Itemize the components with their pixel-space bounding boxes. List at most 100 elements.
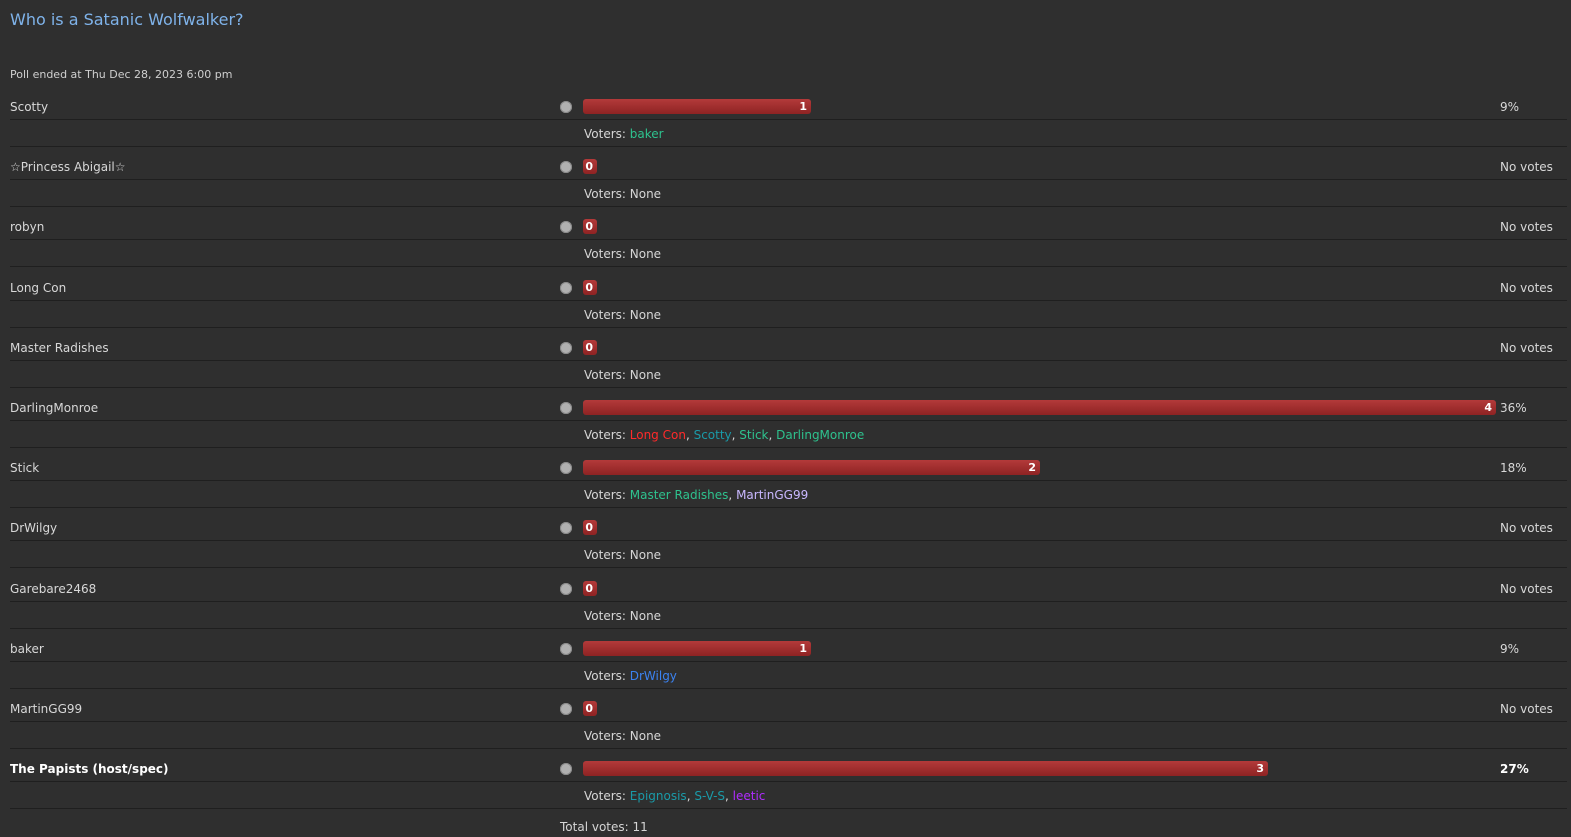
voter-link[interactable]: leetic	[732, 789, 766, 803]
voter-link[interactable]: S-V-S	[694, 789, 726, 803]
poll-option-percent: No votes	[1500, 281, 1553, 295]
poll-option: Garebare2468 0 No votes Voters: None	[0, 579, 1571, 639]
poll-vote-bar: 0	[583, 340, 597, 355]
poll-option-label: ☆Princess Abigail☆	[10, 160, 126, 174]
poll-option-label: DrWilgy	[10, 521, 58, 535]
voters-label: Voters:	[584, 669, 630, 683]
poll-option: DarlingMonroe 4 36% Voters: Long Con, Scott…	[0, 398, 1571, 458]
voter-link[interactable]: DarlingMonroe	[776, 428, 865, 442]
poll-option-percent: 9%	[1500, 642, 1520, 656]
divider	[10, 420, 1567, 421]
poll-vote-bar: 1	[583, 641, 811, 656]
voters-none: None	[629, 729, 662, 743]
divider	[10, 688, 1567, 689]
poll-option-voters: Voters: None	[584, 365, 661, 385]
divider	[10, 266, 1567, 267]
poll-option: DrWilgy 0 No votes Voters: None	[0, 518, 1571, 578]
poll-option-percent: 9%	[1500, 100, 1520, 114]
divider	[10, 119, 1567, 120]
poll-vote-bar: 0	[583, 159, 597, 174]
poll-option-radio[interactable]	[560, 643, 572, 655]
poll-option: Master Radishes 0 No votes Voters: None	[0, 338, 1571, 398]
voters-label: Voters:	[584, 428, 630, 442]
poll-option-radio[interactable]	[560, 522, 572, 534]
divider	[10, 239, 1567, 240]
poll-option-percent: No votes	[1500, 220, 1553, 234]
total-votes: Total votes: 11	[560, 820, 648, 834]
voter-link[interactable]: Scotty	[693, 428, 732, 442]
poll-title[interactable]: Who is a Satanic Wolfwalker?	[10, 10, 244, 29]
poll-option-percent: 27%	[1500, 762, 1529, 776]
voters-label: Voters:	[584, 789, 630, 803]
divider	[10, 628, 1567, 629]
poll-option-radio[interactable]	[560, 161, 572, 173]
poll-option-voters: Voters: None	[584, 606, 661, 626]
poll-option-label: Master Radishes	[10, 341, 109, 355]
poll-option: baker 1 9% Voters: DrWilgy	[0, 639, 1571, 699]
poll-option-radio[interactable]	[560, 763, 572, 775]
voter-link[interactable]: baker	[629, 127, 664, 141]
poll-option-radio[interactable]	[560, 221, 572, 233]
poll-option-voters: Voters: None	[584, 184, 661, 204]
poll-option-voters: Voters: Master Radishes, MartinGG99	[584, 485, 808, 505]
poll-option-radio[interactable]	[560, 462, 572, 474]
voters-label: Voters:	[584, 127, 630, 141]
divider	[10, 146, 1567, 147]
voter-link[interactable]: Long Con	[629, 428, 686, 442]
divider	[10, 540, 1567, 541]
voter-separator: ,	[685, 428, 694, 442]
voters-label: Voters:	[584, 247, 630, 261]
poll-vote-bar: 4	[583, 400, 1496, 415]
poll-option-voters: Voters: baker	[584, 124, 664, 144]
poll-option-label: MartinGG99	[10, 702, 83, 716]
voters-none: None	[629, 187, 662, 201]
poll-option-voters: Voters: None	[584, 726, 661, 746]
divider	[10, 327, 1567, 328]
poll-ended-text: Poll ended at Thu Dec 28, 2023 6:00 pm	[10, 68, 233, 81]
voters-none: None	[629, 368, 662, 382]
poll-option-radio[interactable]	[560, 342, 572, 354]
poll-option-voters: Voters: None	[584, 244, 661, 264]
poll-option-voters: Voters: None	[584, 545, 661, 565]
divider	[10, 507, 1567, 508]
divider	[10, 387, 1567, 388]
voters-label: Voters:	[584, 308, 630, 322]
voters-label: Voters:	[584, 488, 630, 502]
voter-separator: ,	[768, 428, 777, 442]
voter-link[interactable]: MartinGG99	[736, 488, 809, 502]
voters-none: None	[629, 548, 662, 562]
divider	[10, 661, 1567, 662]
poll-option-percent: No votes	[1500, 160, 1553, 174]
poll-option-radio[interactable]	[560, 583, 572, 595]
poll-option-percent: 18%	[1500, 461, 1527, 475]
poll-option-label: baker	[10, 642, 44, 656]
poll-option-percent: No votes	[1500, 341, 1553, 355]
poll-option-radio[interactable]	[560, 703, 572, 715]
poll-option: Long Con 0 No votes Voters: None	[0, 278, 1571, 338]
poll-option-voters: Voters: None	[584, 305, 661, 325]
poll-option-radio[interactable]	[560, 282, 572, 294]
poll-option-label: robyn	[10, 220, 45, 234]
divider	[10, 748, 1567, 749]
poll-vote-bar: 1	[583, 99, 811, 114]
voter-link[interactable]: Stick	[739, 428, 769, 442]
poll-vote-bar: 0	[583, 581, 597, 596]
poll-option: The Papists (host/spec) 3 27% Voters: Epign…	[0, 759, 1571, 819]
poll-option-label: Scotty	[10, 100, 49, 114]
voter-link[interactable]: Master Radishes	[629, 488, 729, 502]
voter-separator: ,	[725, 789, 733, 803]
poll-option-percent: No votes	[1500, 521, 1553, 535]
poll-option: Stick 2 18% Voters: Master Radishes, Martin…	[0, 458, 1571, 518]
poll-option-voters: Voters: Long Con, Scotty, Stick, Darling…	[584, 425, 864, 445]
poll-option-radio[interactable]	[560, 402, 572, 414]
voter-link[interactable]: Epignosis	[629, 789, 687, 803]
voter-link[interactable]: DrWilgy	[629, 669, 677, 683]
poll-vote-bar: 3	[583, 761, 1268, 776]
poll-option-radio[interactable]	[560, 101, 572, 113]
poll-option-label: The Papists (host/spec)	[10, 762, 169, 776]
divider	[10, 601, 1567, 602]
poll-option: Scotty 1 9% Voters: baker	[0, 97, 1571, 157]
voter-separator: ,	[731, 428, 740, 442]
poll-option: MartinGG99 0 No votes Voters: None	[0, 699, 1571, 759]
